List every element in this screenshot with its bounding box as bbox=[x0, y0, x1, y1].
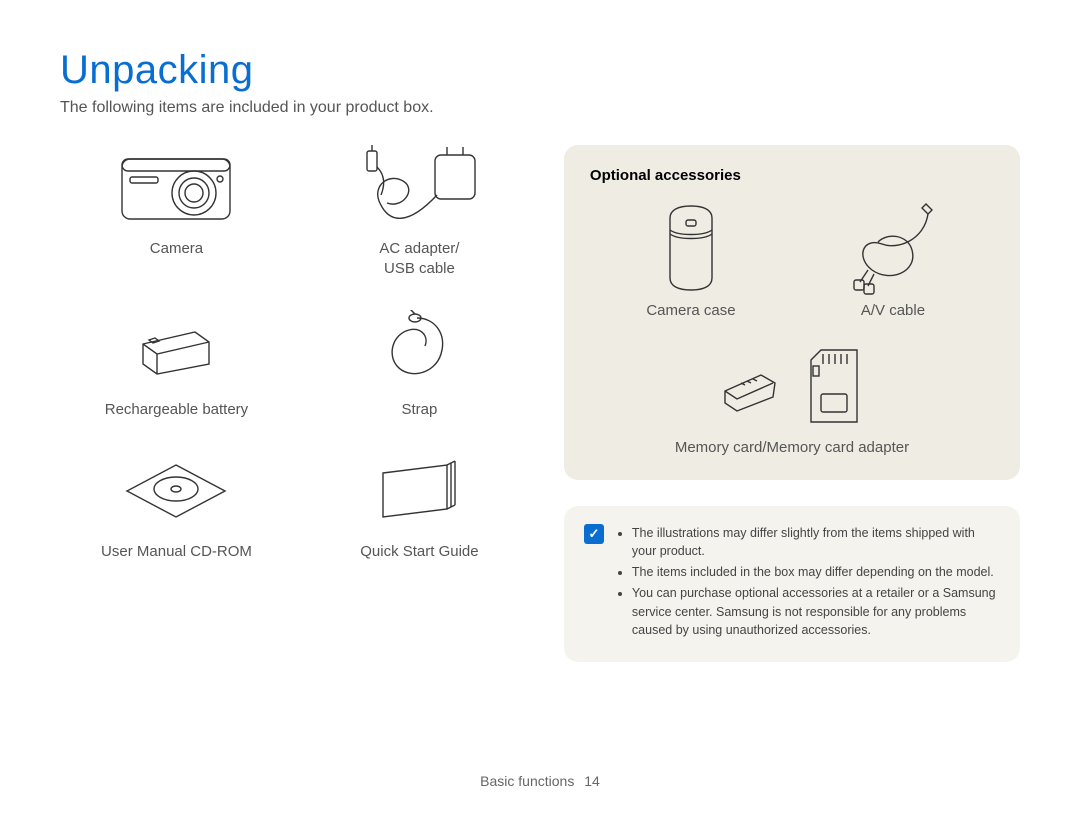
content-row: Camera AC adapter/ bbox=[60, 145, 1020, 662]
page-footer: Basic functions 14 bbox=[0, 773, 1080, 789]
sd-card-icon bbox=[801, 346, 867, 435]
item-camera: Camera bbox=[60, 145, 293, 278]
item-label: Camera bbox=[150, 239, 203, 259]
page-subtitle: The following items are included in your… bbox=[60, 99, 1020, 117]
note-bullet: The illustrations may differ slightly fr… bbox=[632, 524, 1000, 560]
strap-icon bbox=[379, 306, 459, 394]
cdrom-icon bbox=[121, 448, 231, 536]
optional-title: Optional accessories bbox=[590, 167, 994, 184]
item-battery: Rechargeable battery bbox=[60, 306, 293, 420]
item-ac-adapter: AC adapter/ USB cable bbox=[303, 145, 536, 278]
opt-label: Memory card/Memory card adapter bbox=[675, 439, 909, 456]
camera-case-icon bbox=[656, 198, 726, 298]
opt-item-avcable: A/V cable bbox=[792, 198, 994, 319]
included-items: Camera AC adapter/ bbox=[60, 145, 536, 662]
right-column: Optional accessories Camera case bbox=[564, 145, 1020, 662]
ac-adapter-icon bbox=[349, 145, 489, 233]
item-cdrom: User Manual CD-ROM bbox=[60, 448, 293, 562]
microsd-icon bbox=[717, 363, 783, 418]
item-label: Rechargeable battery bbox=[105, 400, 248, 420]
item-strap: Strap bbox=[303, 306, 536, 420]
item-label: Strap bbox=[402, 400, 438, 420]
note-info-icon: ✓ bbox=[584, 524, 604, 544]
page-title: Unpacking bbox=[60, 48, 1020, 93]
opt-item-memory: Memory card/Memory card adapter bbox=[590, 345, 994, 456]
item-label: AC adapter/ USB cable bbox=[379, 239, 459, 278]
notes-list: The illustrations may differ slightly fr… bbox=[618, 524, 1000, 642]
optional-accessories-box: Optional accessories Camera case bbox=[564, 145, 1020, 480]
opt-item-case: Camera case bbox=[590, 198, 792, 319]
item-label: Quick Start Guide bbox=[360, 542, 478, 562]
manual-page: Unpacking The following items are includ… bbox=[0, 0, 1080, 815]
footer-page-number: 14 bbox=[584, 773, 600, 789]
booklet-icon bbox=[371, 448, 467, 536]
opt-label: Camera case bbox=[646, 302, 735, 319]
item-qsg: Quick Start Guide bbox=[303, 448, 536, 562]
footer-section: Basic functions bbox=[480, 773, 574, 789]
notes-box: ✓ The illustrations may differ slightly … bbox=[564, 506, 1020, 662]
note-bullet: You can purchase optional accessories at… bbox=[632, 584, 1000, 638]
battery-icon bbox=[133, 306, 219, 394]
opt-label: A/V cable bbox=[861, 302, 925, 319]
camera-icon bbox=[116, 145, 236, 233]
item-label: User Manual CD-ROM bbox=[101, 542, 252, 562]
av-cable-icon bbox=[838, 198, 948, 298]
note-bullet: The items included in the box may differ… bbox=[632, 563, 1000, 581]
